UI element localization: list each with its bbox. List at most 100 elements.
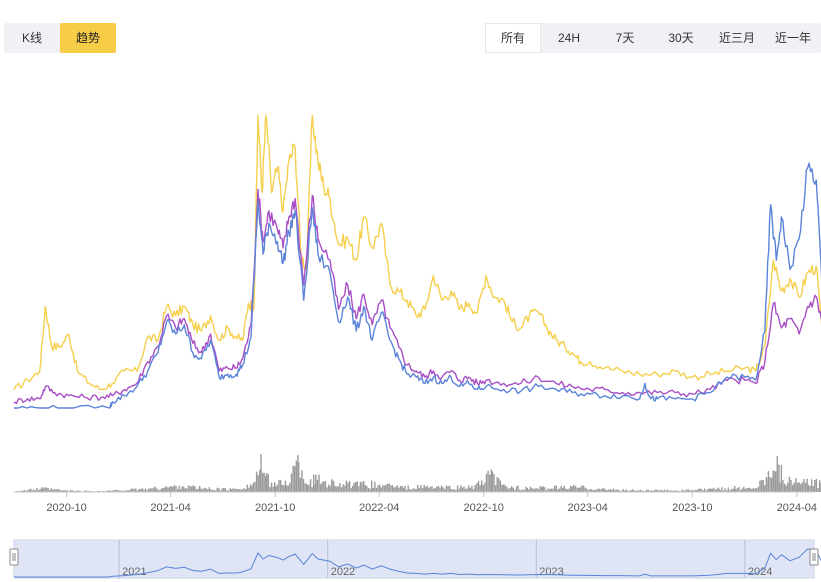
volume-bar (655, 489, 658, 492)
x-tick-label: 2022-04 (359, 502, 399, 514)
volume-bar (197, 488, 199, 492)
volume-bar (350, 488, 352, 492)
volume-bar (216, 487, 218, 492)
volume-bar (692, 490, 695, 492)
volume-bar (738, 487, 740, 492)
volume-bar (684, 490, 687, 492)
navigator-selection[interactable] (14, 540, 814, 578)
volume-bar (393, 487, 395, 492)
navigator-right-handle[interactable] (809, 548, 819, 566)
volume-bar (597, 488, 599, 492)
volume-bar (512, 487, 514, 492)
volume-bar (77, 490, 80, 492)
volume-bar (388, 483, 391, 492)
volume-bar (707, 489, 709, 492)
volume-bar (550, 488, 552, 492)
volume-bar (776, 456, 778, 492)
volume-bar (762, 480, 764, 492)
volume-bar (735, 489, 737, 492)
volume-bar (795, 478, 797, 492)
kline-button[interactable]: K线 (21, 31, 42, 45)
volume-bar (579, 487, 581, 492)
volume-bar (332, 481, 335, 492)
trend-button[interactable]: 趋势 (60, 23, 116, 53)
volume-bar (642, 490, 645, 492)
volume-bar (718, 487, 720, 492)
volume-bar (66, 490, 68, 492)
volume-bar (172, 486, 174, 492)
volume-bar (592, 490, 594, 492)
volume-bar (708, 488, 711, 492)
volume-bar (453, 489, 456, 492)
volume-bar (123, 490, 126, 492)
volume-bar (175, 485, 177, 492)
volume-bar (739, 490, 742, 492)
volume-bar (306, 485, 308, 492)
volume-bar (63, 490, 65, 492)
volume-bar (152, 487, 155, 492)
volume-bar (366, 486, 368, 492)
range-all-button[interactable]: 所有 (485, 23, 541, 53)
volume-bar (757, 486, 760, 492)
volume-bar (390, 485, 392, 492)
volume-bar (775, 471, 777, 492)
volume-bar (539, 486, 541, 492)
volume-bar (529, 486, 532, 492)
range-24h-button[interactable]: 24H (557, 31, 580, 45)
volume-bar (302, 478, 305, 492)
volume-bar (131, 488, 134, 492)
volume-bar (159, 489, 161, 492)
volume-bar (517, 485, 519, 492)
volume-bar (514, 490, 516, 492)
range-30d-button[interactable]: 30天 (668, 31, 694, 45)
volume-bar (391, 485, 394, 492)
x-tick-label: 2021-04 (150, 502, 190, 514)
volume-bar (181, 486, 183, 492)
volume-bar (498, 478, 500, 492)
volume-bar (361, 482, 363, 492)
volume-bar (117, 490, 119, 492)
range-1y-button[interactable]: 近一年 (774, 31, 811, 45)
volume-bar (587, 490, 589, 492)
volume-bar (148, 488, 150, 492)
volume-bar (424, 486, 427, 492)
volume-bar (511, 486, 513, 492)
volume-bar (519, 489, 521, 492)
volume-bar (724, 488, 726, 492)
volume-bar (162, 487, 164, 492)
volume-bar (703, 488, 706, 492)
volume-bar (138, 489, 140, 492)
volume-bar (584, 487, 586, 492)
volume-bar (691, 489, 693, 492)
volume-bar (767, 471, 770, 492)
volume-bar (176, 489, 179, 492)
volume-bar (769, 476, 771, 492)
volume-bar (455, 489, 457, 492)
volume-bar (211, 489, 214, 492)
volume-bar (727, 487, 729, 492)
volume-bar (493, 474, 495, 492)
range-7d-button[interactable]: 7天 (615, 31, 635, 45)
volume-bar (297, 455, 299, 492)
volume-bar (633, 490, 636, 492)
volume-bar (269, 487, 271, 492)
volume-bar (294, 466, 296, 492)
volume-bar (257, 475, 259, 492)
range-3m-button[interactable]: 近三月 (718, 31, 755, 45)
volume-bar (565, 488, 567, 492)
volume-bar (57, 489, 59, 492)
navigator[interactable]: 2021 2022 2023 2024 (9, 539, 821, 579)
volume-bar (85, 490, 88, 492)
volume-bar (367, 488, 370, 492)
volume-bar (275, 486, 277, 492)
volume-bar (65, 490, 67, 492)
volume-bar (245, 489, 247, 492)
volume-bar (657, 489, 659, 492)
volume-bar (609, 489, 612, 492)
volume-bar (434, 487, 436, 492)
volume-bar (447, 486, 449, 492)
navigator-left-handle[interactable] (9, 548, 19, 566)
volume-bar (570, 485, 572, 492)
volume-bar (818, 480, 821, 492)
volume-bar (379, 484, 381, 492)
